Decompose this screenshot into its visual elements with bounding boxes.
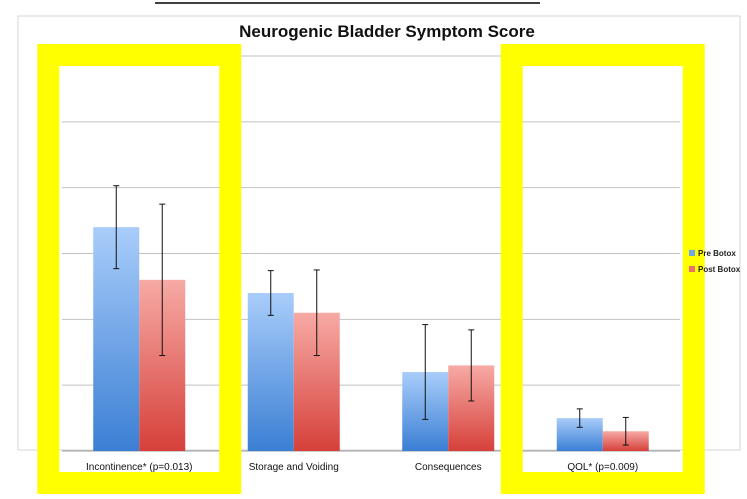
x-tick-label: Consequences <box>415 462 482 473</box>
x-tick-label: QOL* (p=0.009) <box>567 462 638 473</box>
x-tick-labels: Incontinence* (p=0.013) Storage and Voidi… <box>86 462 638 473</box>
x-tick-label: Incontinence* (p=0.013) <box>86 462 192 473</box>
legend-swatch-post-botox <box>689 266 695 272</box>
legend-label-pre-botox: Pre Botox <box>698 249 736 258</box>
legend-swatch-pre-botox <box>689 250 695 256</box>
bar-pre-botox <box>247 293 294 451</box>
plot-area-frame <box>17 15 741 451</box>
highlight-box <box>37 44 242 494</box>
legend-label-post-botox: Post Botox <box>698 265 741 274</box>
error-bars <box>113 185 629 446</box>
x-tick-label: Storage and Voiding <box>249 462 339 473</box>
chart-title: Neurogenic Bladder Symptom Score <box>239 22 535 41</box>
legend: Pre Botox Post Botox <box>689 249 741 274</box>
